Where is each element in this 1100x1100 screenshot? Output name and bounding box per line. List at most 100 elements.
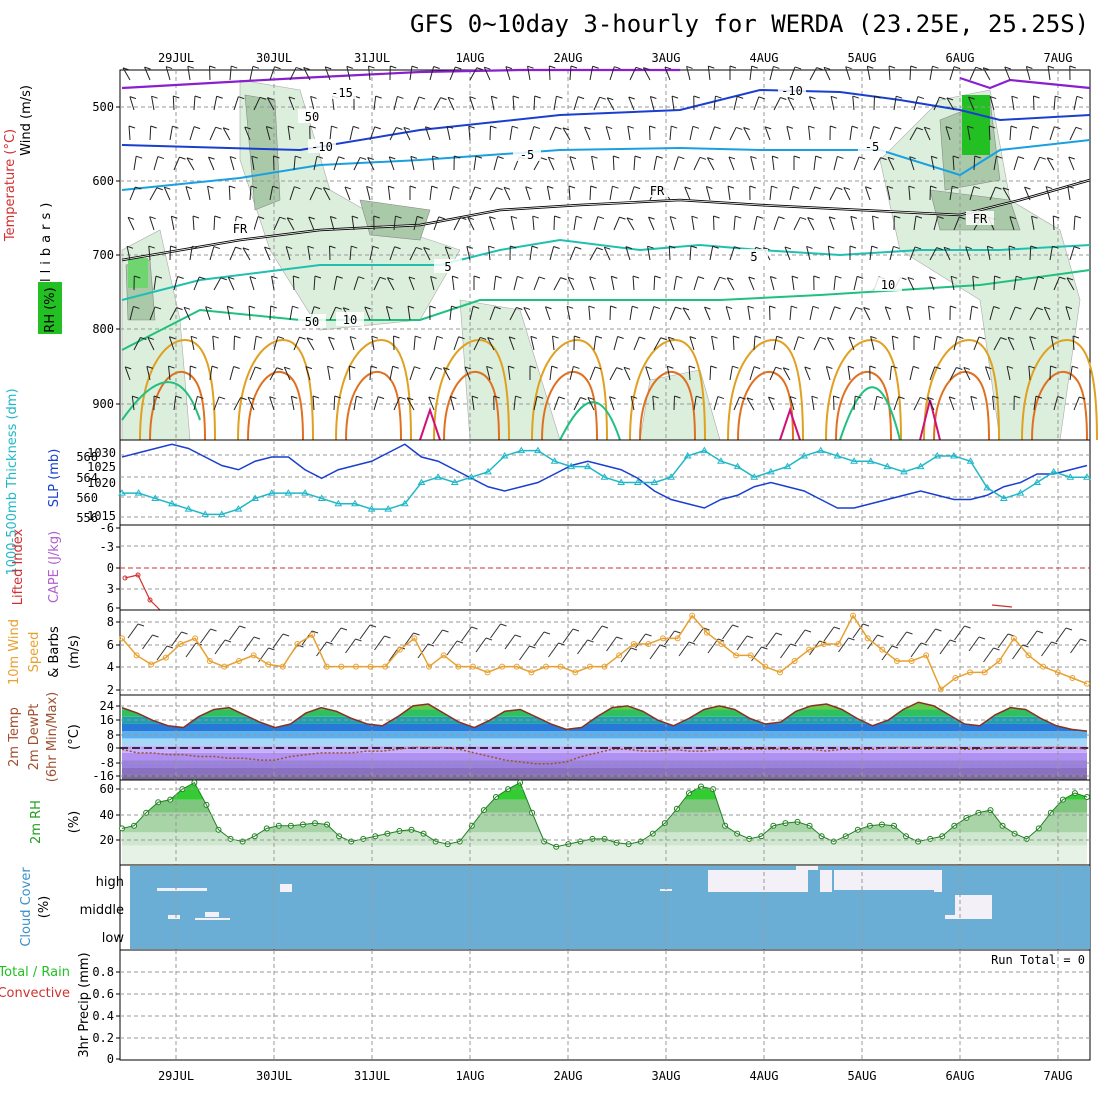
wind-barb: [359, 624, 371, 640]
wind-barb-flag: [267, 97, 274, 101]
wind-barb: [629, 67, 637, 81]
y-tick-label: 0.6: [92, 987, 114, 1001]
thickness-tick: 568: [76, 450, 98, 464]
wind-barb: [510, 216, 515, 231]
wind-speed-line-point: [294, 641, 301, 647]
wind-barb-flag: [476, 67, 483, 71]
wind-barb: [569, 246, 576, 261]
contour-label: -5: [865, 140, 879, 154]
wind-speed-line-point: [733, 652, 740, 659]
wind-barb-flag: [572, 628, 580, 632]
wind-barb: [373, 96, 377, 111]
wind-barb-flag: [607, 97, 614, 101]
wind-barb: [910, 642, 922, 658]
y-tick-label: 4: [107, 660, 114, 674]
wind-barb-flag: [168, 365, 175, 369]
thickness-line-point: [633, 478, 642, 485]
wind-barb-flag: [783, 367, 790, 371]
wind-barb: [505, 66, 511, 81]
wind-barb: [504, 634, 516, 650]
wind-barb-flag: [968, 96, 975, 100]
wind-barb: [953, 216, 960, 231]
slp-panel-frame: [119, 439, 1091, 526]
wind-barb-flag: [765, 126, 772, 130]
wind-barb-flag: [428, 396, 435, 400]
wind-barb: [124, 366, 131, 381]
wind-speed-line-point: [367, 663, 374, 670]
wind-barb: [713, 96, 716, 111]
wind-barb-flag: [392, 365, 399, 369]
wind-barb: [827, 246, 831, 261]
wind-barb: [627, 126, 631, 141]
wind-speed-line-point: [192, 635, 199, 642]
wind-barb-flag: [355, 638, 362, 642]
thickness-tick: 556: [76, 511, 98, 525]
temp-band: [122, 745, 1087, 753]
wind-barb-flag: [173, 95, 180, 99]
wind-barb-flag: [847, 365, 855, 369]
wind-barb: [133, 156, 137, 171]
wind-barb-flag: [135, 186, 142, 190]
wind-barb-flag: [431, 185, 438, 189]
wind-barb-flag: [656, 155, 663, 159]
bottom-date-label: 6AUG: [946, 1069, 975, 1083]
label-2m-rh: 2m RH: [29, 800, 44, 844]
wind-barb-flag: [771, 185, 778, 189]
wind-barb: [264, 246, 271, 261]
wind-barb-flag: [338, 156, 345, 160]
wind-barb: [385, 306, 391, 321]
wind-barb-flag: [830, 125, 837, 129]
wind-barb: [789, 306, 792, 321]
wind-barb: [823, 67, 831, 81]
wind-barb: [587, 397, 595, 411]
wind-barb-flag: [708, 65, 715, 69]
wind-barb: [471, 396, 475, 411]
wind-barb: [127, 217, 135, 231]
wind-speed-line-point: [952, 675, 959, 681]
contour-25: [419, 399, 941, 441]
wind-barb-flag: [485, 637, 493, 641]
wind-barb-flag: [727, 277, 734, 281]
wind-barb: [128, 125, 131, 141]
wind-barb-flag: [570, 65, 578, 69]
wind-barb: [789, 396, 795, 411]
wind-barb-flag: [309, 125, 316, 129]
wind-barb: [329, 307, 337, 321]
wind-barb-flag: [1007, 336, 1015, 340]
wind-barb-flag: [791, 305, 798, 309]
wind-barb: [713, 277, 721, 291]
wind-barb-flag: [983, 67, 990, 71]
wind-barb: [693, 396, 697, 411]
wind-speed-line-point: [119, 635, 125, 642]
wind-barb: [969, 67, 977, 81]
wind-barb-flag: [754, 335, 762, 339]
wind-barb-flag: [1037, 276, 1045, 280]
contour-label-bg: [308, 139, 336, 153]
wind-barb-flag: [558, 396, 565, 400]
wind-barb-flag: [577, 96, 585, 100]
wind-barb-flag: [952, 155, 960, 159]
wind-barb: [968, 96, 975, 111]
wind-barb-flag: [172, 125, 179, 129]
wind-barb: [811, 396, 815, 411]
wind-barb-flag: [264, 246, 271, 250]
wind-speed-line-point: [586, 663, 593, 670]
wind-barb-flag: [735, 215, 742, 219]
wind-barb-flag: [1028, 365, 1035, 369]
wind-barb: [309, 187, 317, 201]
wind-barb-flag: [399, 396, 406, 400]
contour-20: [345, 370, 402, 441]
wind-barb-flag: [676, 275, 683, 279]
wind-barb: [1013, 156, 1019, 171]
wind-barb: [794, 629, 806, 645]
wind-barb: [669, 216, 675, 231]
wind-barb-flag: [494, 306, 501, 310]
chart-title: GFS 0~10day 3-hourly for WERDA (23.25E, …: [410, 10, 1090, 38]
thickness-line-point: [717, 457, 725, 464]
wind-barb: [165, 66, 171, 81]
side-labels: (millibars) Temperature (°C) Wind (m/s) …: [0, 85, 92, 1058]
wind-speed-line-point: [382, 663, 389, 670]
wind-barb-flag: [211, 365, 219, 369]
wind-barb: [212, 336, 215, 351]
